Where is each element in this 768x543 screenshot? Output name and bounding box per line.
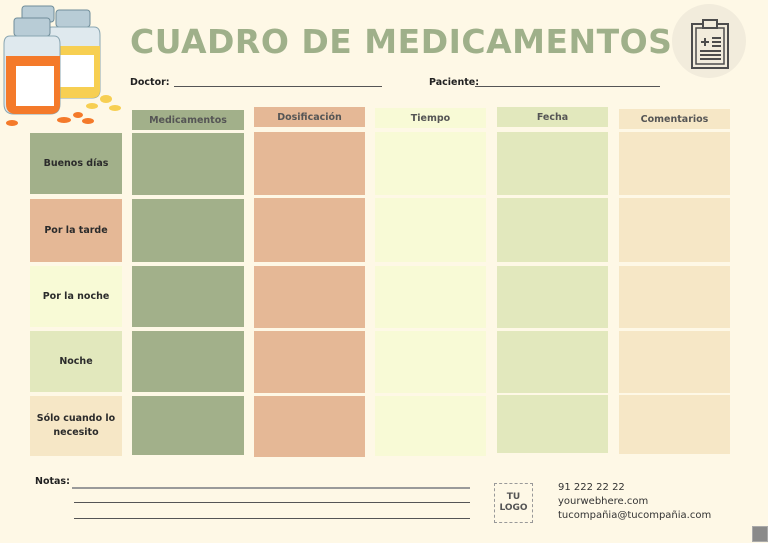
- notes-line-2[interactable]: [74, 502, 470, 503]
- cell-tiempo-1[interactable]: [375, 132, 486, 195]
- notes-line-3[interactable]: [74, 518, 470, 519]
- logo-line-2: LOGO: [499, 503, 528, 513]
- cell-fecha-5[interactable]: [497, 395, 608, 453]
- page-title: CUADRO DE MEDICAMENTOS: [130, 22, 673, 61]
- doctor-field[interactable]: [174, 86, 382, 87]
- pill-bottles-icon: [0, 0, 125, 128]
- cell-medicamentos-1[interactable]: [132, 133, 244, 195]
- cell-fecha-3[interactable]: [497, 266, 608, 328]
- column-header-medicamentos: Medicamentos: [132, 110, 244, 130]
- row-label-por-la-tarde: Por la tarde: [30, 199, 122, 262]
- cell-dosificacion-1[interactable]: [254, 132, 365, 195]
- cell-tiempo-5[interactable]: [375, 396, 486, 456]
- patient-field[interactable]: [475, 86, 660, 87]
- cell-dosificacion-4[interactable]: [254, 331, 365, 393]
- contact-website[interactable]: yourwebhere.com: [558, 496, 649, 507]
- cell-fecha-1[interactable]: [497, 132, 608, 195]
- cell-tiempo-4[interactable]: [375, 331, 486, 393]
- column-header-tiempo: Tiempo: [375, 108, 486, 128]
- cell-medicamentos-2[interactable]: [132, 199, 244, 262]
- contact-email[interactable]: tucompañia@tucompañia.com: [558, 510, 712, 521]
- cell-tiempo-2[interactable]: [375, 198, 486, 262]
- cell-fecha-4[interactable]: [497, 331, 608, 393]
- cell-comentarios-1[interactable]: [619, 132, 730, 195]
- row-label-por-la-noche: Por la noche: [30, 266, 122, 327]
- cell-comentarios-4[interactable]: [619, 331, 730, 393]
- cell-comentarios-3[interactable]: [619, 266, 730, 328]
- cell-tiempo-3[interactable]: [375, 266, 486, 328]
- cell-comentarios-5[interactable]: [619, 395, 730, 454]
- contact-phone: 91 222 22 22: [558, 482, 625, 493]
- column-header-comentarios: Comentarios: [619, 109, 730, 129]
- cell-dosificacion-3[interactable]: [254, 266, 365, 328]
- notes-line-1[interactable]: [72, 487, 470, 489]
- column-header-dosificacion: Dosificación: [254, 107, 365, 127]
- cell-dosificacion-2[interactable]: [254, 198, 365, 262]
- doctor-label: Doctor:: [130, 77, 170, 88]
- logo-line-1: TU: [506, 492, 521, 502]
- cell-medicamentos-5[interactable]: [132, 396, 244, 455]
- cell-comentarios-2[interactable]: [619, 198, 730, 262]
- cell-fecha-2[interactable]: [497, 198, 608, 262]
- row-label-buenos-dias: Buenos días: [30, 133, 122, 194]
- cell-medicamentos-3[interactable]: [132, 266, 244, 327]
- row-label-noche: Noche: [30, 331, 122, 392]
- clipboard-badge: [672, 4, 746, 78]
- row-label-solo-cuando-lo-necesito: Sólo cuando lo necesito: [30, 396, 122, 456]
- cell-medicamentos-4[interactable]: [132, 331, 244, 392]
- corner-watermark-icon: [752, 526, 768, 542]
- cell-dosificacion-5[interactable]: [254, 396, 365, 457]
- clipboard-medical-icon: [691, 19, 729, 69]
- notes-label: Notas:: [35, 476, 70, 487]
- patient-label: Paciente:: [429, 77, 479, 88]
- column-header-fecha: Fecha: [497, 107, 608, 127]
- logo-placeholder: TU LOGO: [494, 483, 533, 523]
